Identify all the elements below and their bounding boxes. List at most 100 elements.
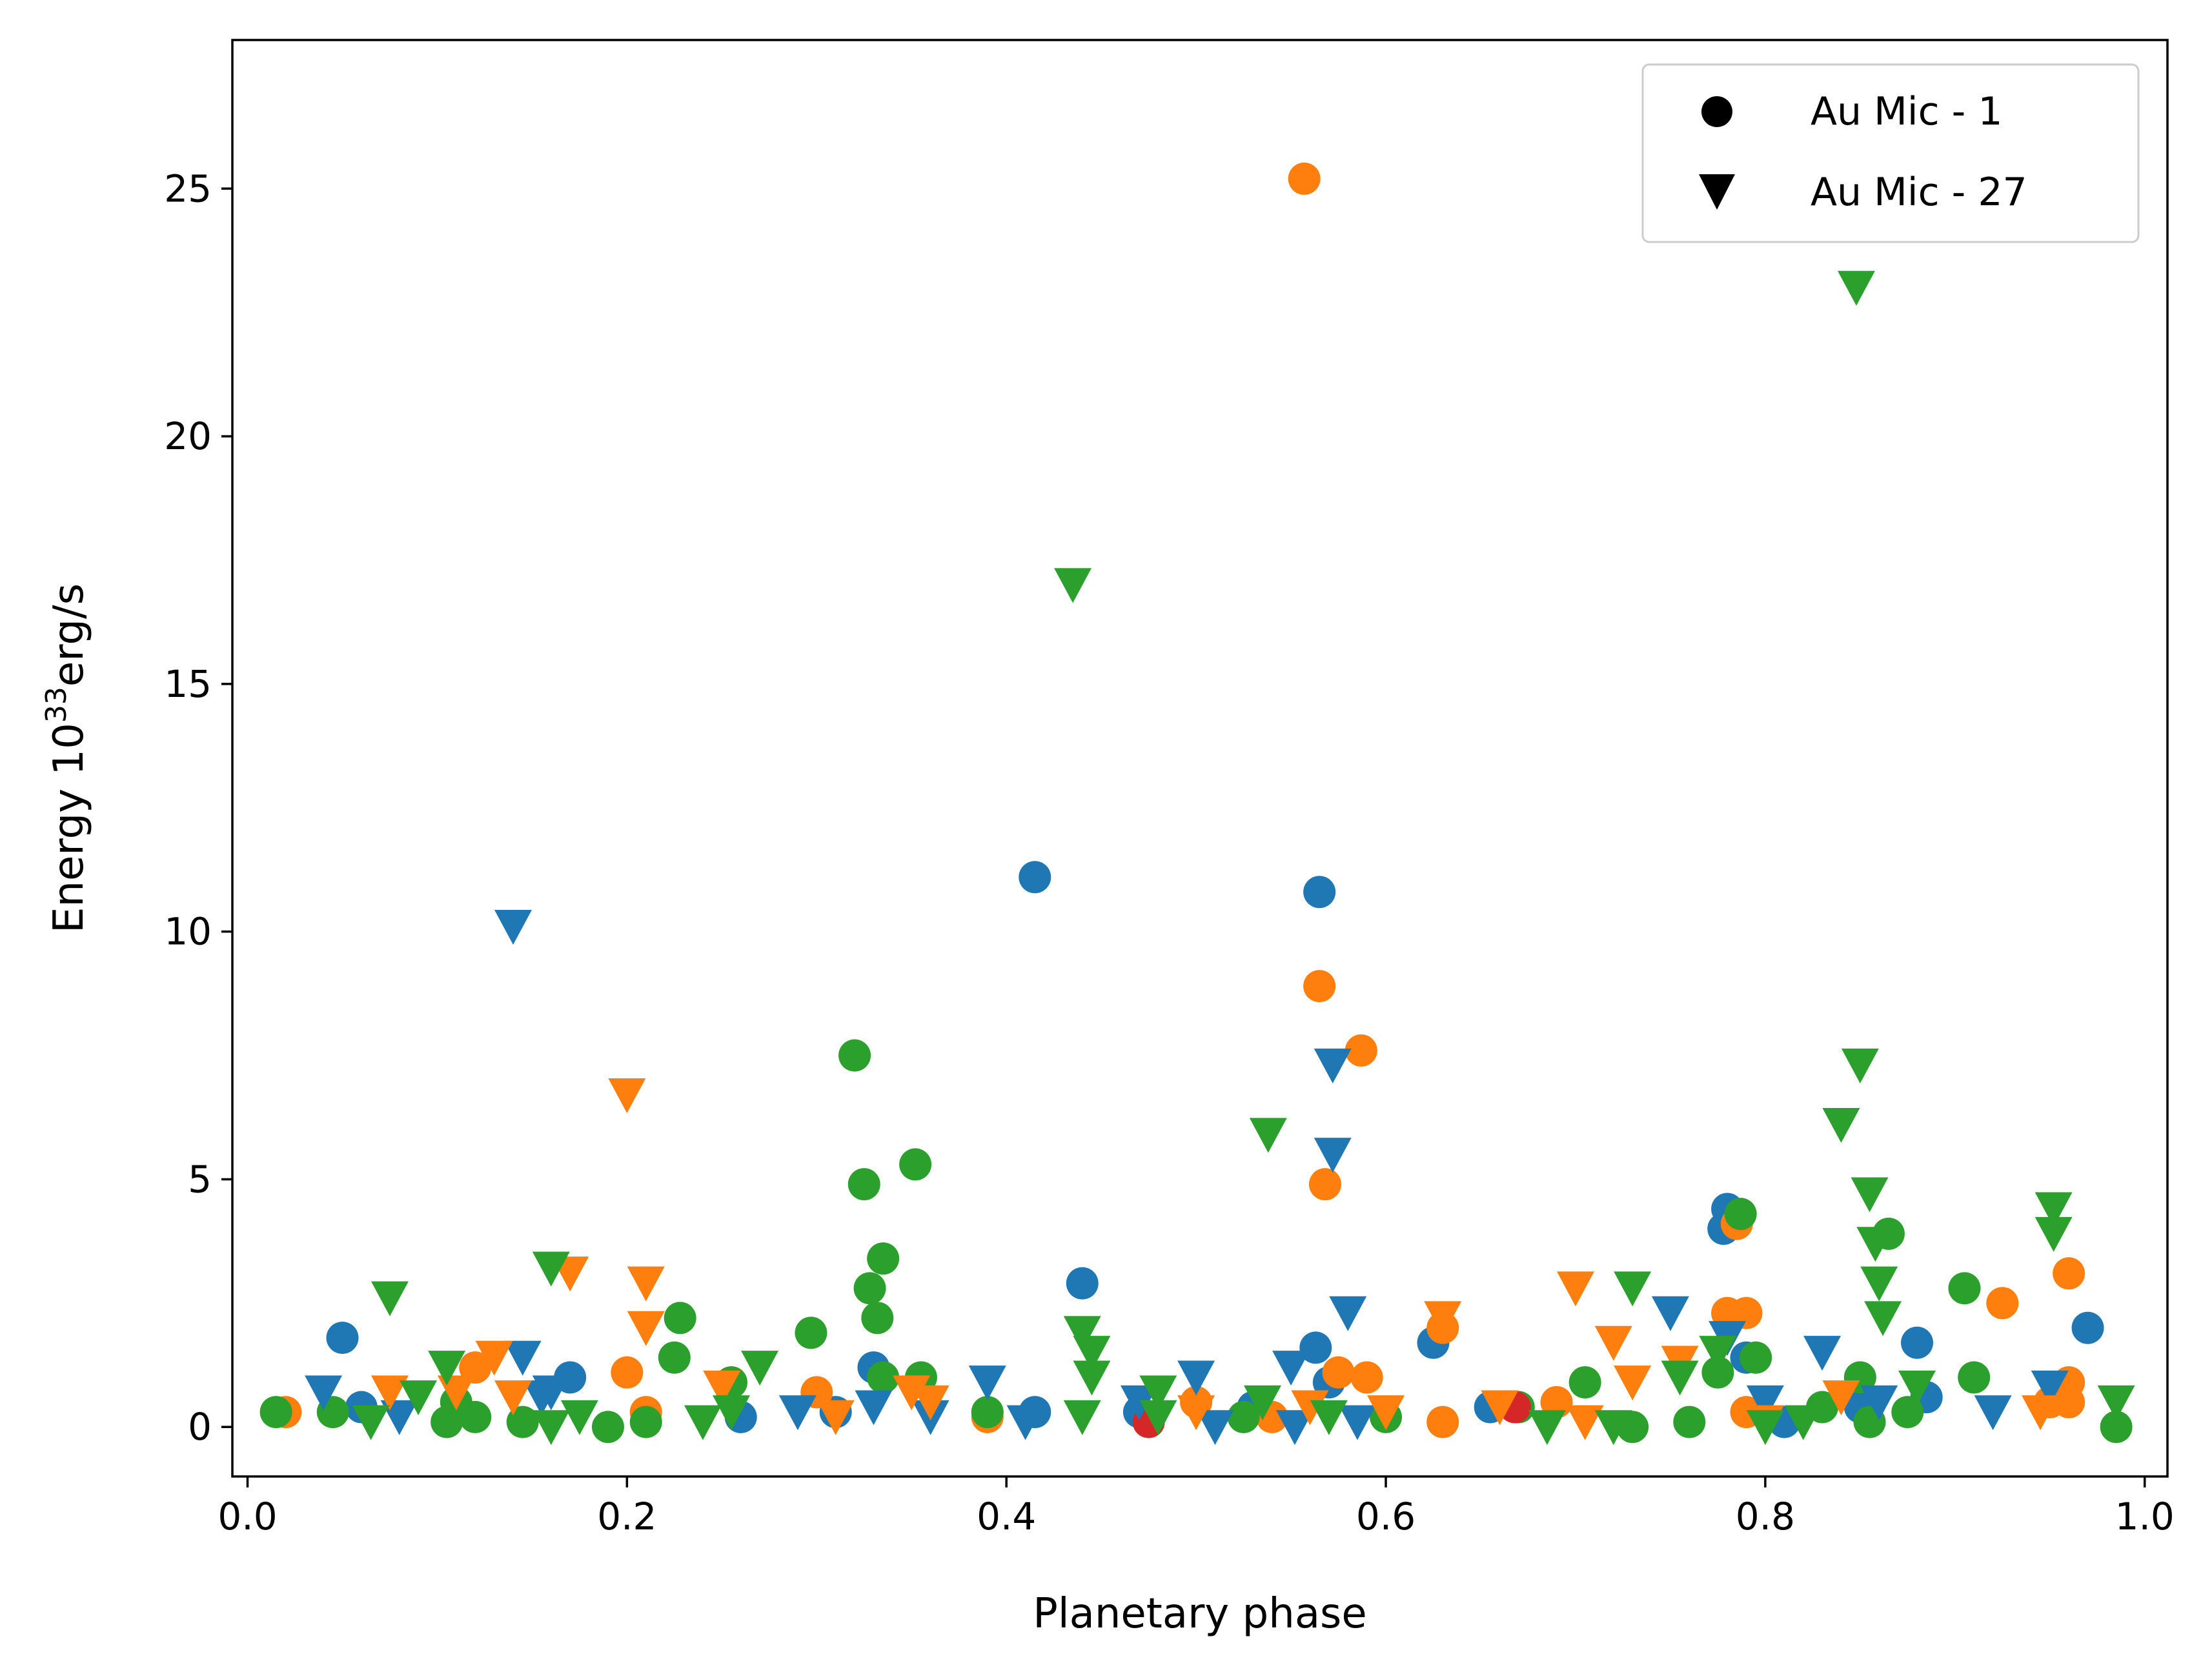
data-point-green-triangle-down — [532, 1410, 570, 1445]
data-point-green-circle — [795, 1316, 827, 1349]
x-tick-label: 0.6 — [1356, 1495, 1415, 1538]
data-point-green-triangle-down — [1614, 1271, 1652, 1307]
data-point-green-triangle-down — [1898, 1370, 1936, 1405]
data-point-blue-triangle-down — [855, 1390, 893, 1425]
legend: Au Mic - 1 Au Mic - 27 — [1641, 63, 2140, 243]
data-point-green-triangle-down — [1054, 568, 1092, 603]
data-point-orange-circle — [1322, 1356, 1355, 1389]
data-point-blue-circle — [1901, 1326, 1934, 1359]
data-point-blue-triangle-down — [494, 909, 533, 945]
data-point-green-circle — [259, 1396, 292, 1429]
data-point-green-circle — [867, 1242, 900, 1275]
data-point-green-triangle-down — [1139, 1375, 1177, 1411]
data-point-green-triangle-down — [560, 1400, 598, 1435]
data-point-green-triangle-down — [2034, 1216, 2073, 1252]
data-point-blue-triangle-down — [1272, 1351, 1310, 1386]
data-point-green-triangle-down — [1594, 1410, 1632, 1445]
data-point-orange-triangle-down — [1177, 1395, 1215, 1431]
data-point-blue-circle — [1303, 876, 1336, 909]
data-point-green-triangle-down — [532, 1251, 570, 1287]
data-point-orange-triangle-down — [1594, 1325, 1632, 1361]
data-point-green-triangle-down — [1139, 1400, 1177, 1435]
legend-box — [1641, 63, 2140, 243]
data-point-blue-circle — [1019, 861, 1051, 894]
data-point-green-circle — [1891, 1396, 1924, 1429]
data-point-orange-triangle-down — [475, 1340, 513, 1376]
data-point-green-circle — [1724, 1198, 1757, 1231]
y-axis-label-main: Energy 10 — [45, 723, 93, 933]
y-axis-ticks: 0 5 10 15 20 25 — [164, 166, 232, 1449]
data-point-green-triangle-down — [1746, 1410, 1784, 1445]
data-point-orange-triangle-down — [1614, 1365, 1652, 1401]
data-point-green-triangle-down — [2097, 1385, 2135, 1420]
data-point-green-triangle-down — [741, 1351, 779, 1386]
legend-label-au-mic-27: Au Mic - 27 — [1811, 170, 2027, 215]
data-point-orange-triangle-down — [1424, 1301, 1462, 1336]
data-point-green-triangle-down — [1837, 270, 1875, 306]
data-point-blue-triangle-down — [1006, 1405, 1044, 1440]
data-point-green-circle — [1568, 1366, 1601, 1399]
data-point-blue-triangle-down — [1314, 1138, 1352, 1173]
data-point-green-circle — [1227, 1400, 1260, 1433]
data-point-green-circle — [861, 1302, 894, 1335]
data-point-green-triangle-down — [1528, 1410, 1566, 1445]
data-point-green-triangle-down — [1822, 1108, 1860, 1143]
data-point-green-triangle-down — [1864, 1301, 1902, 1336]
data-point-orange-triangle-down — [2022, 1395, 2060, 1431]
data-point-orange-circle — [2053, 1257, 2085, 1290]
data-point-green-circle — [899, 1148, 932, 1181]
data-point-orange-triangle-down — [893, 1375, 931, 1411]
data-point-blue-triangle-down — [503, 1340, 542, 1376]
data-point-orange-triangle-down — [608, 1078, 646, 1113]
data-point-green-circle — [1673, 1405, 1706, 1438]
data-point-orange-triangle-down — [1822, 1380, 1860, 1416]
data-point-orange-circle — [611, 1356, 644, 1389]
x-tick-label: 0.0 — [218, 1495, 277, 1538]
data-point-green-circle — [1701, 1356, 1734, 1389]
y-tick-label: 10 — [164, 910, 212, 954]
data-point-green-circle — [629, 1405, 662, 1438]
plot-area — [232, 40, 2167, 1476]
y-axis-label-exponent: 33 — [40, 687, 73, 723]
data-point-green-triangle-down — [1063, 1400, 1101, 1435]
data-point-green-circle — [591, 1411, 624, 1444]
data-point-green-triangle-down — [400, 1380, 438, 1416]
data-point-blue-triangle-down — [1196, 1410, 1234, 1445]
data-point-blue-triangle-down — [1860, 1385, 1898, 1420]
data-point-green-circle — [658, 1341, 691, 1374]
data-point-orange-triangle-down — [817, 1400, 855, 1435]
data-point-green-circle — [847, 1168, 880, 1201]
data-point-green-circle — [2100, 1411, 2133, 1444]
data-point-orange-triangle-down — [370, 1375, 409, 1411]
data-point-blue-circle — [2071, 1311, 2104, 1344]
data-point-orange-circle — [1308, 1168, 1341, 1201]
y-tick-label: 5 — [188, 1157, 212, 1201]
data-point-blue-triangle-down — [305, 1375, 343, 1411]
data-point-orange-triangle-down — [1556, 1271, 1594, 1307]
legend-triangle-marker — [1699, 174, 1735, 210]
data-point-blue-triangle-down — [2031, 1370, 2069, 1405]
data-point-green-triangle-down — [1699, 1336, 1737, 1371]
data-point-orange-circle — [1344, 1034, 1377, 1067]
data-point-blue-triangle-down — [1314, 1048, 1352, 1083]
data-point-blue-circle — [1066, 1267, 1099, 1300]
data-point-green-circle — [1740, 1341, 1772, 1374]
legend-circle-marker — [1701, 96, 1732, 127]
data-point-green-triangle-down — [713, 1395, 751, 1431]
y-tick-label: 25 — [164, 166, 212, 210]
data-point-orange-circle — [1986, 1287, 2019, 1320]
data-point-green-triangle-down — [1073, 1336, 1111, 1371]
data-point-green-triangle-down — [1073, 1360, 1111, 1396]
data-point-orange-triangle-down — [627, 1266, 665, 1302]
data-point-green-circle — [1958, 1361, 1991, 1394]
data-point-blue-triangle-down — [1803, 1336, 1842, 1371]
data-point-green-circle — [664, 1302, 696, 1335]
data-point-orange-triangle-down — [1291, 1390, 1329, 1425]
x-tick-label: 0.8 — [1736, 1495, 1795, 1538]
data-point-orange-circle — [1350, 1361, 1383, 1394]
y-tick-label: 20 — [164, 414, 212, 458]
data-point-green-triangle-down — [1243, 1385, 1281, 1420]
data-point-blue-circle — [326, 1322, 359, 1355]
data-point-green-triangle-down — [1784, 1405, 1822, 1440]
